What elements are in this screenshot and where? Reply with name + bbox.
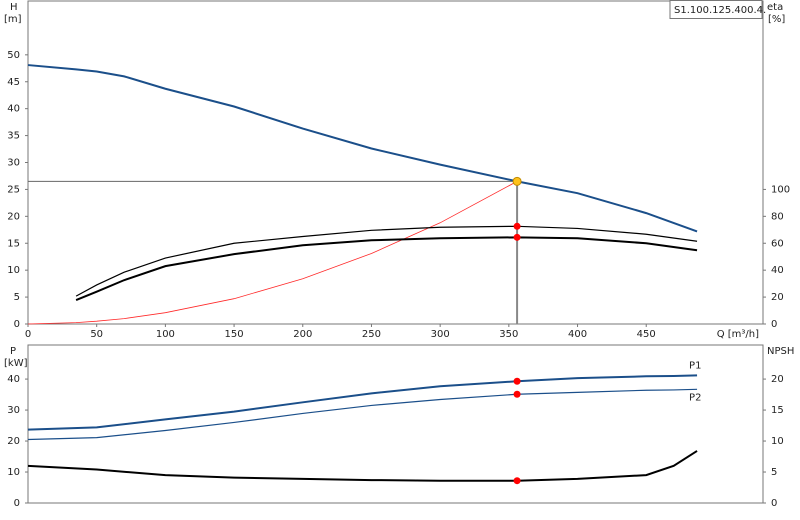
x-tick-label: 300 bbox=[431, 329, 450, 340]
y-tick-label: 20 bbox=[7, 211, 20, 222]
y-axis-label: H bbox=[10, 2, 18, 13]
operating-marker bbox=[513, 390, 521, 398]
y2-axis-unit: [%] bbox=[768, 14, 785, 25]
operating-marker bbox=[513, 477, 521, 485]
y-axis-unit: [m] bbox=[4, 14, 22, 25]
y2-tick-label: 10 bbox=[771, 436, 784, 447]
curve bbox=[27, 374, 698, 431]
curve bbox=[27, 450, 698, 482]
y-tick-label: 25 bbox=[7, 184, 20, 195]
x-axis-label: Q [m³/h] bbox=[717, 329, 759, 340]
y-tick-label: 35 bbox=[7, 131, 20, 142]
x-tick-label: 350 bbox=[499, 329, 518, 340]
y2-tick-label: 5 bbox=[771, 467, 777, 478]
title-box bbox=[669, 0, 763, 19]
curve bbox=[75, 236, 698, 301]
y-tick-label: 30 bbox=[7, 405, 20, 416]
y2-tick-label: 100 bbox=[771, 184, 790, 195]
y2-tick-label: 15 bbox=[771, 405, 784, 416]
y-tick-label: 10 bbox=[7, 467, 20, 478]
series-label: P2 bbox=[689, 392, 701, 403]
y-tick-label: 10 bbox=[7, 265, 20, 276]
x-tick-label: 0 bbox=[25, 329, 31, 340]
y2-tick-label: 40 bbox=[771, 265, 784, 276]
y2-tick-label: 80 bbox=[771, 211, 784, 222]
y-axis-unit: [kW] bbox=[4, 358, 28, 369]
y-tick-label: 30 bbox=[7, 158, 20, 169]
curve bbox=[27, 388, 698, 441]
y-tick-label: 0 bbox=[14, 498, 20, 509]
y2-tick-label: 20 bbox=[771, 292, 784, 303]
x-tick-label: 250 bbox=[362, 329, 381, 340]
x-tick-label: 200 bbox=[293, 329, 312, 340]
y-tick-label: 15 bbox=[7, 238, 20, 249]
series-label: P1 bbox=[689, 360, 701, 371]
curve bbox=[75, 225, 698, 297]
operating-marker bbox=[513, 222, 521, 230]
chart-title: S1.100.125.400.4. bbox=[674, 5, 766, 16]
y2-axis-label: eta bbox=[767, 2, 783, 13]
x-tick-label: 400 bbox=[568, 329, 587, 340]
y2-axis-label: NPSH bbox=[767, 346, 794, 357]
x-tick-label: 150 bbox=[225, 329, 244, 340]
x-tick-label: 100 bbox=[156, 329, 175, 340]
curve bbox=[27, 64, 698, 233]
y-tick-label: 0 bbox=[14, 319, 20, 330]
x-tick-label: 450 bbox=[637, 329, 656, 340]
y-axis-label: P bbox=[10, 346, 16, 357]
y2-tick-label: 0 bbox=[771, 498, 777, 509]
curve bbox=[27, 180, 518, 325]
y-tick-label: 45 bbox=[7, 77, 20, 88]
operating-marker bbox=[513, 233, 521, 241]
y-tick-label: 20 bbox=[7, 436, 20, 447]
x-tick-label: 50 bbox=[90, 329, 103, 340]
y-tick-label: 40 bbox=[7, 374, 20, 385]
y2-tick-label: 0 bbox=[771, 319, 777, 330]
y-tick-label: 50 bbox=[7, 50, 20, 61]
y-tick-label: 5 bbox=[14, 292, 20, 303]
y2-tick-label: 60 bbox=[771, 238, 784, 249]
operating-marker bbox=[513, 377, 521, 385]
duty-point bbox=[512, 176, 522, 186]
plot-frame bbox=[27, 344, 764, 504]
y2-tick-label: 20 bbox=[771, 374, 784, 385]
y-tick-label: 40 bbox=[7, 104, 20, 115]
